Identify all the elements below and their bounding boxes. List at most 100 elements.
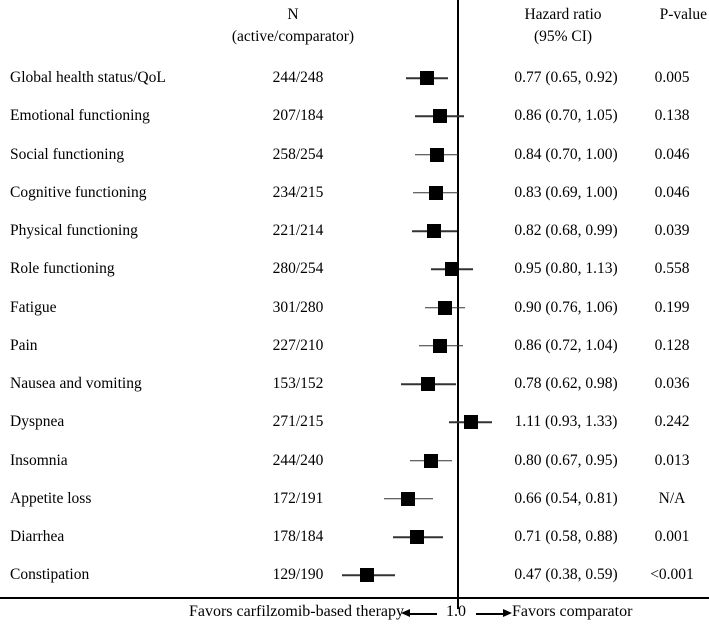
hr-ci-value: 0.95 (0.80, 1.13) (514, 260, 618, 278)
n-value: 129/190 (272, 566, 324, 584)
n-value: 172/191 (272, 489, 324, 507)
endpoint-label: Insomnia (10, 451, 68, 469)
p-value: 0.036 (654, 375, 690, 393)
n-value: 258/254 (272, 145, 324, 163)
hr-ci-value: 0.83 (0.69, 1.00) (514, 183, 618, 201)
n-value: 153/152 (272, 375, 324, 393)
endpoint-label: Dyspnea (10, 413, 65, 431)
p-value: 0.046 (654, 183, 690, 201)
endpoint-label: Appetite loss (10, 489, 92, 507)
p-value: N/A (658, 489, 686, 507)
endpoint-label: Constipation (10, 566, 90, 584)
endpoint-label: Social functioning (10, 145, 125, 163)
hr-marker (430, 147, 445, 162)
hr-ci-value: 0.78 (0.62, 0.98) (514, 375, 618, 393)
forest-row: Emotional functioning 207/184 0.86 (0.70… (0, 97, 709, 135)
hr-marker (427, 224, 442, 239)
p-value: 0.039 (654, 222, 690, 240)
endpoint-label: Fatigue (10, 298, 57, 316)
n-value: 301/280 (272, 298, 324, 316)
forest-row: Pain 227/210 0.86 (0.72, 1.04) 0.128 (0, 327, 709, 365)
x-axis-line (0, 597, 709, 599)
forest-row: Constipation 129/190 0.47 (0.38, 0.59) <… (0, 556, 709, 594)
n-value: 234/215 (272, 183, 324, 201)
endpoint-label: Physical functioning (10, 222, 138, 240)
hr-marker (444, 262, 459, 277)
p-value: 0.138 (654, 107, 690, 125)
hr-marker (438, 300, 453, 315)
endpoint-label: Pain (10, 336, 38, 354)
hr-marker (401, 491, 416, 506)
endpoint-label: Role functioning (10, 260, 115, 278)
n-value: 227/210 (272, 336, 324, 354)
p-value: 0.013 (654, 451, 690, 469)
forest-row: Dyspnea 271/215 1.11 (0.93, 1.33) 0.242 (0, 403, 709, 441)
n-value: 178/184 (272, 528, 324, 546)
endpoint-label: Emotional functioning (10, 107, 150, 125)
hr-ci-value: 0.80 (0.67, 0.95) (514, 451, 618, 469)
hr-ci-value: 0.84 (0.70, 1.00) (514, 145, 618, 163)
p-value: 0.001 (654, 528, 690, 546)
hr-marker (432, 338, 447, 353)
favors-comparator-label: Favors comparator (512, 603, 633, 620)
p-value: 0.199 (654, 298, 690, 316)
p-value: <0.001 (650, 566, 694, 584)
forest-row: Physical functioning 221/214 0.82 (0.68,… (0, 212, 709, 250)
hr-marker (419, 71, 434, 86)
col-header-hr-line1: Hazard ratio (524, 6, 602, 23)
hr-marker (428, 185, 443, 200)
forest-row: Cognitive functioning 234/215 0.83 (0.69… (0, 174, 709, 212)
forest-row: Fatigue 301/280 0.90 (0.76, 1.06) 0.199 (0, 289, 709, 327)
p-value: 0.005 (654, 69, 690, 87)
hr-ci-value: 1.11 (0.93, 1.33) (514, 413, 618, 431)
reference-value-label: 1.0 (446, 603, 466, 620)
col-header-hr-line2: (95% CI) (533, 28, 593, 45)
axis-footer: Favors carfilzomib-based therapy 1.0 Fav… (0, 601, 709, 627)
p-value: 0.242 (654, 413, 690, 431)
p-value: 0.128 (654, 336, 690, 354)
favors-active-label: Favors carfilzomib-based therapy (188, 603, 404, 620)
hr-marker (463, 415, 478, 430)
endpoint-label: Global health status/QoL (10, 69, 166, 87)
hr-ci-value: 0.86 (0.72, 1.04) (514, 336, 618, 354)
endpoint-label: Nausea and vomiting (10, 375, 142, 393)
hr-ci-value: 0.90 (0.76, 1.06) (514, 298, 618, 316)
reference-line (457, 0, 459, 609)
endpoint-label: Cognitive functioning (10, 183, 147, 201)
endpoint-label: Diarrhea (10, 528, 65, 546)
forest-row: Nausea and vomiting 153/152 0.78 (0.62, … (0, 365, 709, 403)
forest-row: Role functioning 280/254 0.95 (0.80, 1.1… (0, 250, 709, 288)
forest-row: Diarrhea 178/184 0.71 (0.58, 0.88) 0.001 (0, 518, 709, 556)
hr-ci-value: 0.47 (0.38, 0.59) (514, 566, 618, 584)
n-value: 244/240 (272, 451, 324, 469)
n-value: 221/214 (272, 222, 324, 240)
hr-marker (360, 568, 375, 583)
col-header-n-line1: N (287, 6, 299, 23)
p-value: 0.558 (654, 260, 690, 278)
col-header-n: N (active/comparator) (183, 4, 403, 48)
forest-rows: Global health status/QoL 244/248 0.77 (0… (0, 59, 709, 595)
n-value: 280/254 (272, 260, 324, 278)
left-arrow-icon (401, 610, 437, 617)
forest-row: Social functioning 258/254 0.84 (0.70, 1… (0, 136, 709, 174)
forest-row: Appetite loss 172/191 0.66 (0.54, 0.81) … (0, 480, 709, 518)
n-value: 207/184 (272, 107, 324, 125)
col-header-hazard-ratio: Hazard ratio (95% CI) (488, 4, 638, 48)
col-header-p-value: P-value (659, 6, 707, 23)
hr-marker (432, 109, 447, 124)
hr-ci-value: 0.71 (0.58, 0.88) (514, 528, 618, 546)
p-value: 0.046 (654, 145, 690, 163)
hr-marker (424, 453, 439, 468)
hr-ci-value: 0.66 (0.54, 0.81) (514, 489, 618, 507)
col-header-n-line2: (active/comparator) (231, 28, 355, 45)
hr-ci-value: 0.82 (0.68, 0.99) (514, 222, 618, 240)
n-value: 244/248 (272, 69, 324, 87)
forest-row: Insomnia 244/240 0.80 (0.67, 0.95) 0.013 (0, 442, 709, 480)
right-arrow-icon (476, 610, 512, 617)
hr-marker (421, 377, 436, 392)
hr-marker (409, 530, 424, 545)
forest-row: Global health status/QoL 244/248 0.77 (0… (0, 59, 709, 97)
hr-ci-value: 0.77 (0.65, 0.92) (514, 69, 618, 87)
hr-ci-value: 0.86 (0.70, 1.05) (514, 107, 618, 125)
